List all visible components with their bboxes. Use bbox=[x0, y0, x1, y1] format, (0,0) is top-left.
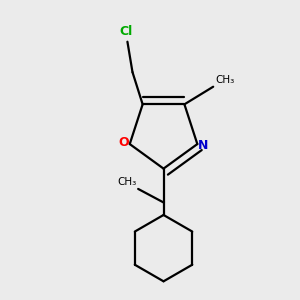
Text: CH₃: CH₃ bbox=[215, 75, 234, 85]
Text: CH₃: CH₃ bbox=[117, 177, 136, 187]
Text: N: N bbox=[198, 139, 208, 152]
Text: O: O bbox=[118, 136, 129, 148]
Text: Cl: Cl bbox=[119, 25, 132, 38]
